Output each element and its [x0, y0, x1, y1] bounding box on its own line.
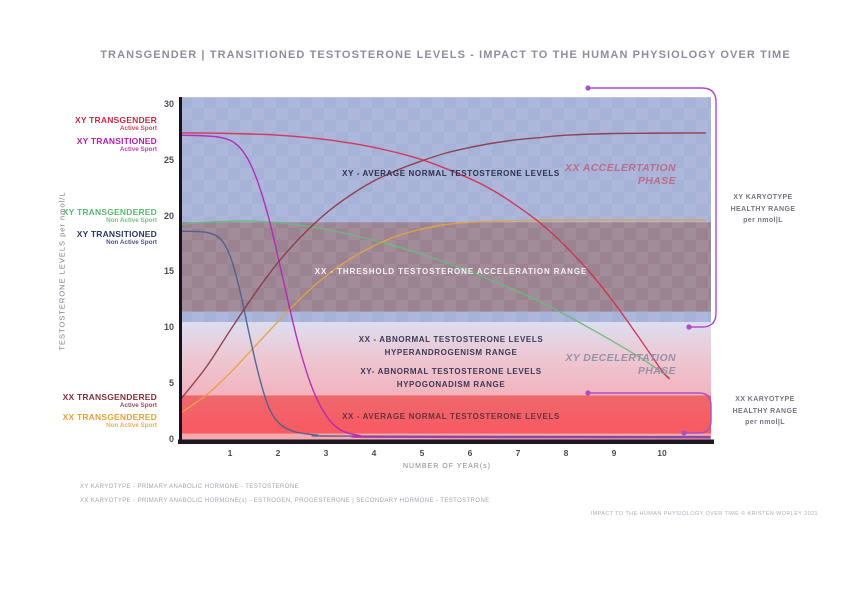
- legend-sublabel: Active Sport: [119, 146, 157, 153]
- legend-sublabel: Active Sport: [119, 125, 157, 132]
- zone-checker-texture: [181, 97, 711, 323]
- series-xy-transitioned-active-sport: [181, 134, 711, 439]
- series-xx-transgendered-active-sport: [181, 132, 706, 399]
- label-xy-deceleration-phase: XY DECELERTATION PHASE: [456, 352, 676, 378]
- annotation-xy-karyotype: XY KARYOTYPE HEALTHY RANGE per nmol|L: [714, 192, 812, 227]
- x-tick-1: 1: [227, 448, 233, 458]
- label-xy-abnormal: XY- ABNORMAL TESTOSTERONE LEVELS HYPOGON…: [296, 366, 606, 391]
- legend-sublabel: Active Sport: [119, 402, 157, 409]
- annotation-line: HEALTHY RANGE: [732, 407, 798, 415]
- x-tick-5: 5: [419, 448, 425, 458]
- label-line: XX - ABNORMAL TESTOSTERONE LEVELS: [358, 335, 544, 344]
- annotation-line: HEALTHY RANGE: [730, 205, 796, 213]
- credit-footer: IMPACT TO THE HUMAN PHYSIOLOGY OVER TIME…: [590, 511, 818, 517]
- legend-xy-transgender-active: XY TRANSGENDER Active Sport: [7, 115, 157, 133]
- label-xy-average-normal: XY - AVERAGE NORMAL TESTOSTERONE LEVELS: [342, 169, 560, 178]
- series-xy-transgendered-non-active-sport: [181, 220, 670, 379]
- y-tick-30: 30: [163, 99, 174, 109]
- label-line: XY DECELERTATION: [565, 352, 676, 364]
- legend-xx-transgendered-active: XX TRANSGENDERED Active Sport: [7, 392, 157, 410]
- y-tick-10: 10: [163, 322, 174, 332]
- annotation-xx-karyotype: XX KARYOTYPE HEALTHY RANGE per nmol|L: [716, 394, 814, 429]
- label-xx-average-normal: XX - AVERAGE NORMAL TESTOSTERONE LEVELS: [342, 412, 560, 421]
- annotation-line: XY KARYOTYPE: [733, 194, 793, 201]
- series-xy-transitioned-non-active-sport: [181, 230, 711, 438]
- legend-xy-transgendered-nonactive: XY TRANSGENDERED Non Active Sport: [7, 207, 157, 225]
- xy-bracket-dot-bottom: [686, 324, 692, 330]
- series-xy-transgender-active-sport: [181, 132, 670, 380]
- xy-bracket-dot-top: [585, 85, 591, 91]
- annotation-line: per nmol|L: [743, 217, 783, 224]
- x-axis-line: [178, 439, 714, 444]
- y-axis-line: [179, 97, 182, 443]
- x-tick-2: 2: [275, 448, 281, 458]
- label-line: PHASE: [637, 175, 676, 187]
- x-axis-title: NUMBER OF YEAR(s): [402, 463, 492, 470]
- legend-sublabel: Non Active Sport: [106, 239, 157, 246]
- legend-label: XY TRANSITIONED: [76, 136, 157, 146]
- footnote-xx: XX KARYOTYPE - PRIMARY ANABOLIC HORMONE(…: [80, 497, 490, 504]
- y-tick-20: 20: [163, 211, 174, 221]
- label-line: XY- ABNORMAL TESTOSTERONE LEVELS: [360, 367, 542, 376]
- label-line: HYPOGONADISM RANGE: [396, 379, 506, 389]
- label-xx-acceleration-phase: XX ACCELERTATION PHASE: [456, 162, 676, 188]
- zone-abnormal-levels-gradient: [181, 322, 711, 396]
- legend-label: XY TRANSGENDER: [75, 115, 157, 125]
- series-xx-transgendered-non-active-sport: [181, 219, 706, 413]
- label-threshold-range: XX - THRESHOLD TESTOSTERONE ACCELERATION…: [314, 267, 588, 276]
- legend-sublabel: Non Active Sport: [106, 217, 157, 224]
- legend-label: XY TRANSITIONED: [76, 229, 157, 239]
- chart-curves: [181, 132, 711, 439]
- x-tick-9: 9: [611, 448, 617, 458]
- zone-xx-average-normal-band: [181, 395, 711, 434]
- footnote-xy: XY KARYOTYPE - PRIMARY ANABOLIC HORMONE …: [80, 484, 299, 490]
- legend-sublabel: Non Active Sport: [106, 422, 157, 429]
- x-tick-10: 10: [657, 448, 667, 458]
- axes: [178, 97, 714, 444]
- x-tick-3: 3: [323, 448, 329, 458]
- xx-healthy-range-bracket: [585, 390, 712, 436]
- legend-xy-transitioned-nonactive: XY TRANSITIONED Non Active Sport: [7, 229, 157, 247]
- x-tick-7: 7: [515, 448, 521, 458]
- xy-healthy-range-bracket: [585, 85, 717, 330]
- xx-bracket-dot-bottom: [681, 430, 687, 436]
- footnotes: XY KARYOTYPE - PRIMARY ANABOLIC HORMONE …: [80, 481, 490, 508]
- label-line: HYPERANDROGENISM RANGE: [384, 347, 518, 357]
- legend-label: XX TRANSGENDERED: [62, 412, 157, 422]
- xx-bracket-dot-top: [585, 390, 591, 396]
- y-tick-15: 15: [163, 266, 174, 276]
- xx-bracket-path: [588, 392, 712, 434]
- x-tick-4: 4: [371, 448, 377, 458]
- page-title: TRANSGENDER | TRANSITIONED TESTOSTERONE …: [100, 49, 791, 61]
- label-line: PHASE: [637, 365, 676, 377]
- legend-label: XX TRANSGENDERED: [62, 392, 157, 402]
- legend-label: XY TRANSGENDERED: [62, 207, 157, 217]
- label-xx-abnormal: XX - ABNORMAL TESTOSTERONE LEVELS HYPERA…: [296, 334, 606, 359]
- legend-xx-transgendered-nonactive: XX TRANSGENDERED Non Active Sport: [7, 412, 157, 430]
- annotation-line: XX KARYOTYPE: [735, 396, 795, 403]
- y-tick-0: 0: [168, 434, 174, 444]
- y-tick-5: 5: [168, 378, 174, 388]
- y-tick-25: 25: [163, 155, 174, 165]
- legend-xy-transitioned-active: XY TRANSITIONED Active Sport: [7, 136, 157, 154]
- annotation-line: per nmol|L: [745, 419, 785, 426]
- xy-bracket-path: [588, 87, 717, 328]
- x-tick-8: 8: [563, 448, 569, 458]
- label-line: XX ACCELERTATION: [564, 162, 676, 174]
- x-tick-6: 6: [467, 448, 473, 458]
